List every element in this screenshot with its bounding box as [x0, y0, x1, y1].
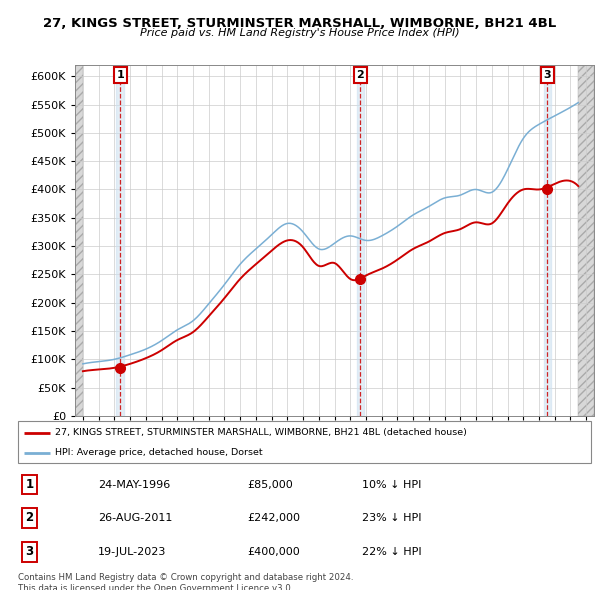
Text: Price paid vs. HM Land Registry's House Price Index (HPI): Price paid vs. HM Land Registry's House …	[140, 28, 460, 38]
Text: 23% ↓ HPI: 23% ↓ HPI	[362, 513, 421, 523]
FancyBboxPatch shape	[18, 421, 591, 463]
Text: 2: 2	[356, 70, 364, 80]
Text: £242,000: £242,000	[247, 513, 300, 523]
Text: HPI: Average price, detached house, Dorset: HPI: Average price, detached house, Dors…	[55, 448, 263, 457]
Text: 27, KINGS STREET, STURMINSTER MARSHALL, WIMBORNE, BH21 4BL: 27, KINGS STREET, STURMINSTER MARSHALL, …	[43, 17, 557, 30]
Text: Contains HM Land Registry data © Crown copyright and database right 2024.
This d: Contains HM Land Registry data © Crown c…	[18, 573, 353, 590]
Bar	[578, 65, 594, 416]
Text: 26-AUG-2011: 26-AUG-2011	[98, 513, 173, 523]
Text: 3: 3	[544, 70, 551, 80]
Text: 22% ↓ HPI: 22% ↓ HPI	[362, 547, 421, 557]
Text: 19-JUL-2023: 19-JUL-2023	[98, 547, 167, 557]
Text: 27, KINGS STREET, STURMINSTER MARSHALL, WIMBORNE, BH21 4BL (detached house): 27, KINGS STREET, STURMINSTER MARSHALL, …	[55, 428, 467, 437]
Text: 1: 1	[116, 70, 124, 80]
Text: 1: 1	[25, 478, 34, 491]
Text: £85,000: £85,000	[247, 480, 293, 490]
Text: 10% ↓ HPI: 10% ↓ HPI	[362, 480, 421, 490]
Text: 24-MAY-1996: 24-MAY-1996	[98, 480, 170, 490]
Bar	[356, 65, 364, 416]
Bar	[75, 65, 83, 416]
Bar	[116, 65, 124, 416]
Bar	[544, 65, 551, 416]
Text: 3: 3	[25, 545, 34, 558]
Text: 2: 2	[25, 511, 34, 525]
Text: £400,000: £400,000	[247, 547, 300, 557]
